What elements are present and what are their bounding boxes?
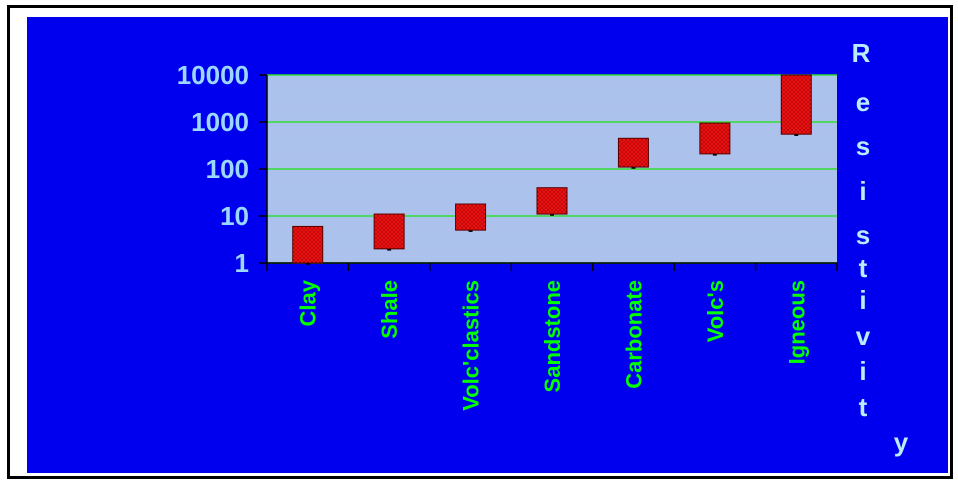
y-tick-label: 100 [206, 154, 249, 184]
y-axis-label-letter: s [856, 220, 870, 250]
range-bar [699, 122, 731, 155]
category-label: Clay [296, 279, 321, 326]
range-bar [455, 203, 487, 231]
y-axis-label-letter: i [859, 176, 866, 206]
y-axis-label-letter: v [856, 321, 871, 351]
category-label: Shale [377, 280, 402, 339]
range-bar [373, 213, 405, 250]
category-label: Sandstone [540, 280, 565, 392]
resistivity-chart: 1 10 100 1000 10000 Clay Shale Volc'clastics San… [177, 38, 909, 457]
y-tick-label: 10000 [177, 60, 249, 90]
category-label: Carbonate [621, 280, 646, 389]
y-axis-label-letter: y [894, 427, 909, 457]
category-label: Volc's [703, 280, 728, 342]
chart-background: 1 10 100 1000 10000 Clay Shale Volc'clastics San… [27, 17, 948, 473]
category-label: Igneous [784, 280, 809, 364]
y-axis-label-letter: e [856, 87, 870, 117]
y-axis-label-letter: s [856, 131, 870, 161]
chart-frame: 1 10 100 1000 10000 Clay Shale Volc'clastics San… [7, 5, 953, 479]
range-bar [536, 187, 568, 215]
range-bar [292, 225, 324, 264]
range-bar [780, 74, 812, 135]
y-axis-label-letter: R [852, 38, 871, 68]
y-axis-label-letter: i [859, 356, 866, 386]
y-axis-label-letter: t [859, 253, 868, 283]
y-tick-label: 1 [235, 248, 249, 278]
y-axis-label-letter: i [859, 285, 866, 315]
y-tick-label: 1000 [191, 107, 249, 137]
y-axis-label-letter: t [859, 392, 868, 422]
y-tick-label: 10 [220, 201, 249, 231]
category-label: Volc'clastics [459, 280, 484, 411]
range-bar [617, 137, 649, 168]
